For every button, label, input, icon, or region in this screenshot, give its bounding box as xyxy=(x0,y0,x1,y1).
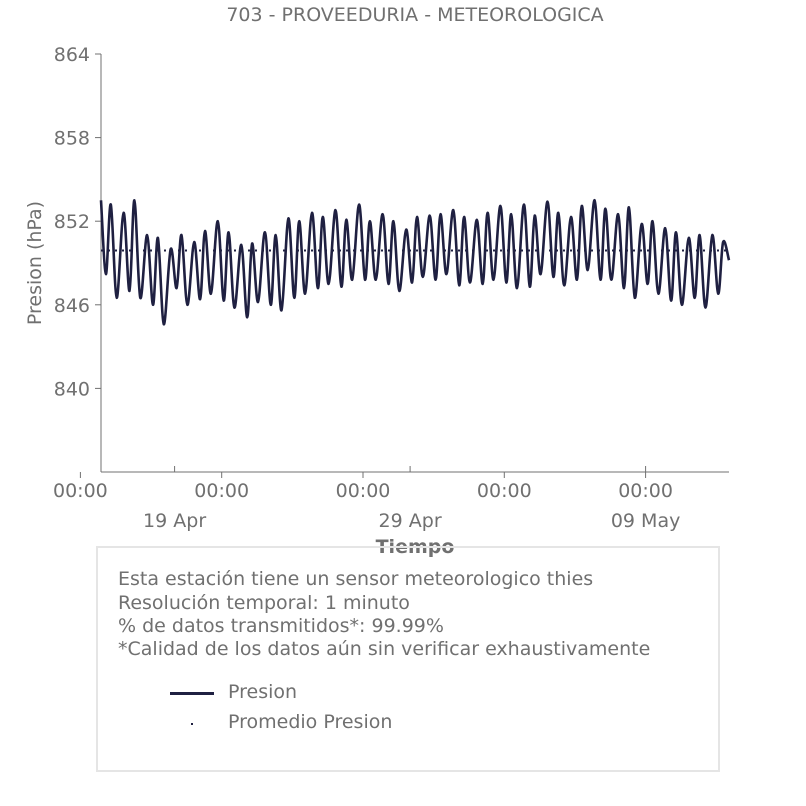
y-tick-label: 864 xyxy=(54,44,90,66)
x-axis-ticks: 00:00 00:00 00:00 00:00 00:00 19 Apr 29 Apr 09 … xyxy=(53,466,680,532)
x-tick-label-time: 00:00 xyxy=(477,480,532,502)
info-resolution-text: Resolución temporal: 1 minuto xyxy=(118,592,410,614)
y-tick-label: 858 xyxy=(54,128,90,150)
legend-promedio-label: Promedio Presion xyxy=(228,711,393,733)
legend-presion-swatch xyxy=(170,692,214,695)
info-transmitted-text: % de datos transmitidos*: 99.99% xyxy=(118,615,444,637)
legend-presion-label: Presion xyxy=(228,681,298,703)
x-tick-label-time: 00:00 xyxy=(336,480,391,502)
x-tick-label-date: 09 May xyxy=(611,510,681,532)
pressure-chart: 703 - PROVEEDURIA - METEOROLOGICA 840 846… xyxy=(24,4,731,558)
x-tick-label-time: 00:00 xyxy=(194,480,249,502)
x-tick-label-time: 00:00 xyxy=(618,480,673,502)
y-tick-label: 840 xyxy=(54,378,90,400)
y-tick-label: 852 xyxy=(54,211,90,233)
y-tick-label: 846 xyxy=(54,295,90,317)
y-axis-label: Presion (hPa) xyxy=(24,201,46,325)
x-tick-label-date: 29 Apr xyxy=(379,510,442,532)
x-tick-label-date: 19 Apr xyxy=(143,510,206,532)
chart-title: 703 - PROVEEDURIA - METEOROLOGICA xyxy=(226,4,603,26)
y-axis-ticks: 840 846 852 858 864 xyxy=(54,44,101,400)
legend-promedio-swatch xyxy=(191,723,193,725)
pressure-series-line xyxy=(99,198,731,326)
info-sensor-text: Esta estación tiene un sensor meteorolog… xyxy=(118,568,594,590)
info-box: Esta estación tiene un sensor meteorolog… xyxy=(96,546,720,772)
x-tick-label-time: 00:00 xyxy=(53,480,108,502)
info-quality-note: *Calidad de los datos aún sin verificar … xyxy=(118,638,651,660)
